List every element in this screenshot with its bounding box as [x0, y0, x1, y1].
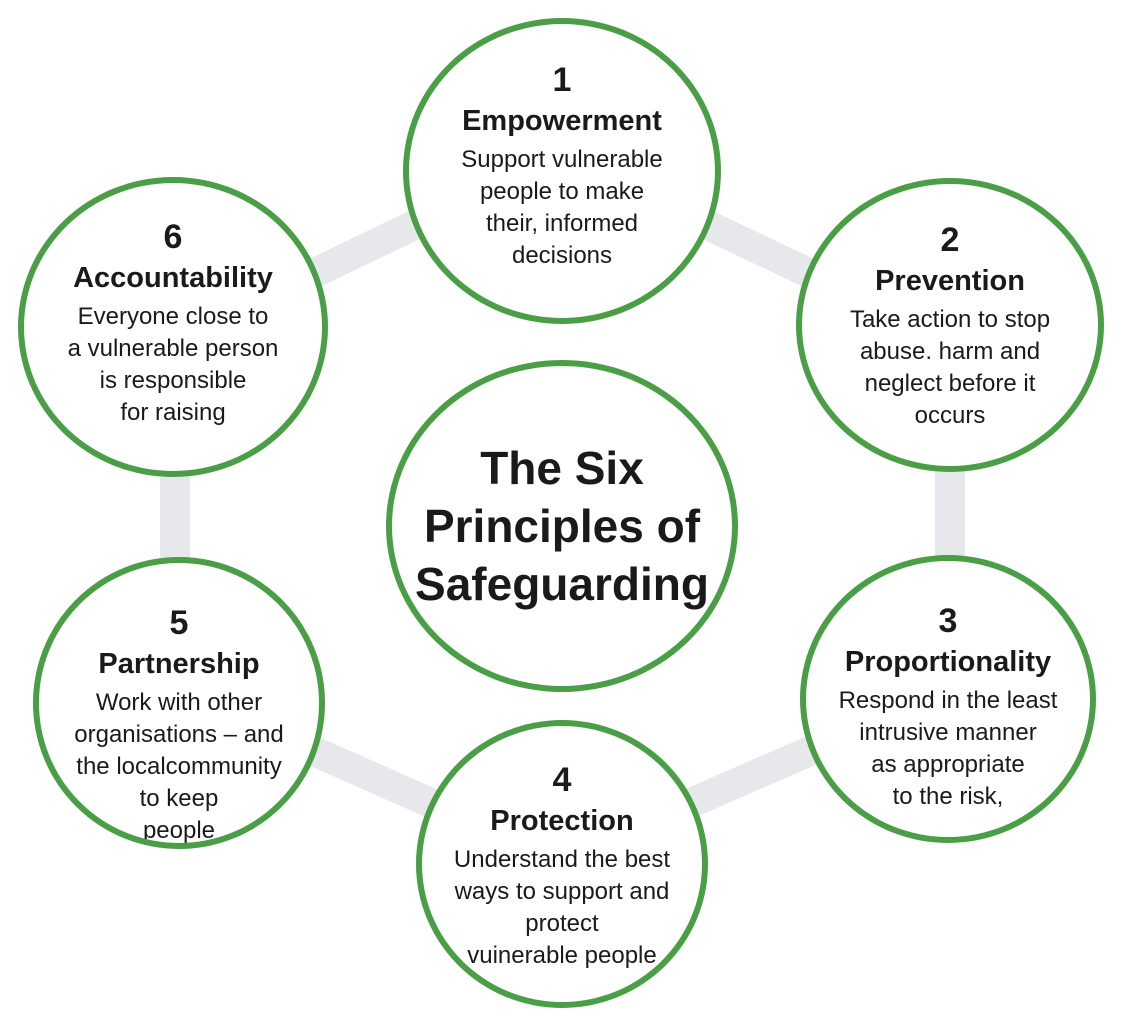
- principle-number: 6: [163, 218, 183, 256]
- principle-6-circle: 6 Accountability Everyone close to a vul…: [18, 177, 328, 477]
- center-title: The Six Principles of Safeguarding: [415, 442, 709, 610]
- principle-number: 2: [940, 221, 960, 259]
- principle-name: Protection: [490, 805, 634, 837]
- principle-4-circle: 4 Protection Understand the best ways to…: [416, 720, 708, 1008]
- principle-description: Work with other organisations – and the …: [74, 689, 284, 844]
- principle-name: Accountability: [73, 262, 273, 294]
- principle-number: 1: [552, 61, 572, 99]
- principle-number: 5: [169, 604, 189, 642]
- principle-name: Partnership: [98, 648, 260, 680]
- principle-description: Support vulnerable people to make their,…: [461, 146, 663, 269]
- principle-description: Respond in the least intrusive manner as…: [838, 687, 1058, 810]
- principle-5-circle: 5 Partnership Work with other organisati…: [33, 557, 325, 849]
- principle-description: Take action to stop abuse. harm and negl…: [849, 306, 1051, 429]
- principle-1-circle: 1 Empowerment Support vulnerable people …: [403, 18, 721, 324]
- principle-name: Proportionality: [844, 646, 1052, 678]
- principle-name: Prevention: [875, 265, 1025, 297]
- principle-name: Empowerment: [462, 105, 662, 137]
- principle-description: Understand the best ways to support and …: [453, 846, 671, 969]
- principle-number: 3: [938, 602, 958, 640]
- center-title-circle: The Six Principles of Safeguarding: [386, 360, 738, 692]
- principle-description: Everyone close to a vulnerable person is…: [67, 303, 279, 426]
- principle-number: 4: [552, 761, 572, 799]
- principle-2-circle: 2 Prevention Take action to stop abuse. …: [796, 178, 1104, 472]
- principle-3-circle: 3 Proportionality Respond in the least i…: [800, 555, 1096, 843]
